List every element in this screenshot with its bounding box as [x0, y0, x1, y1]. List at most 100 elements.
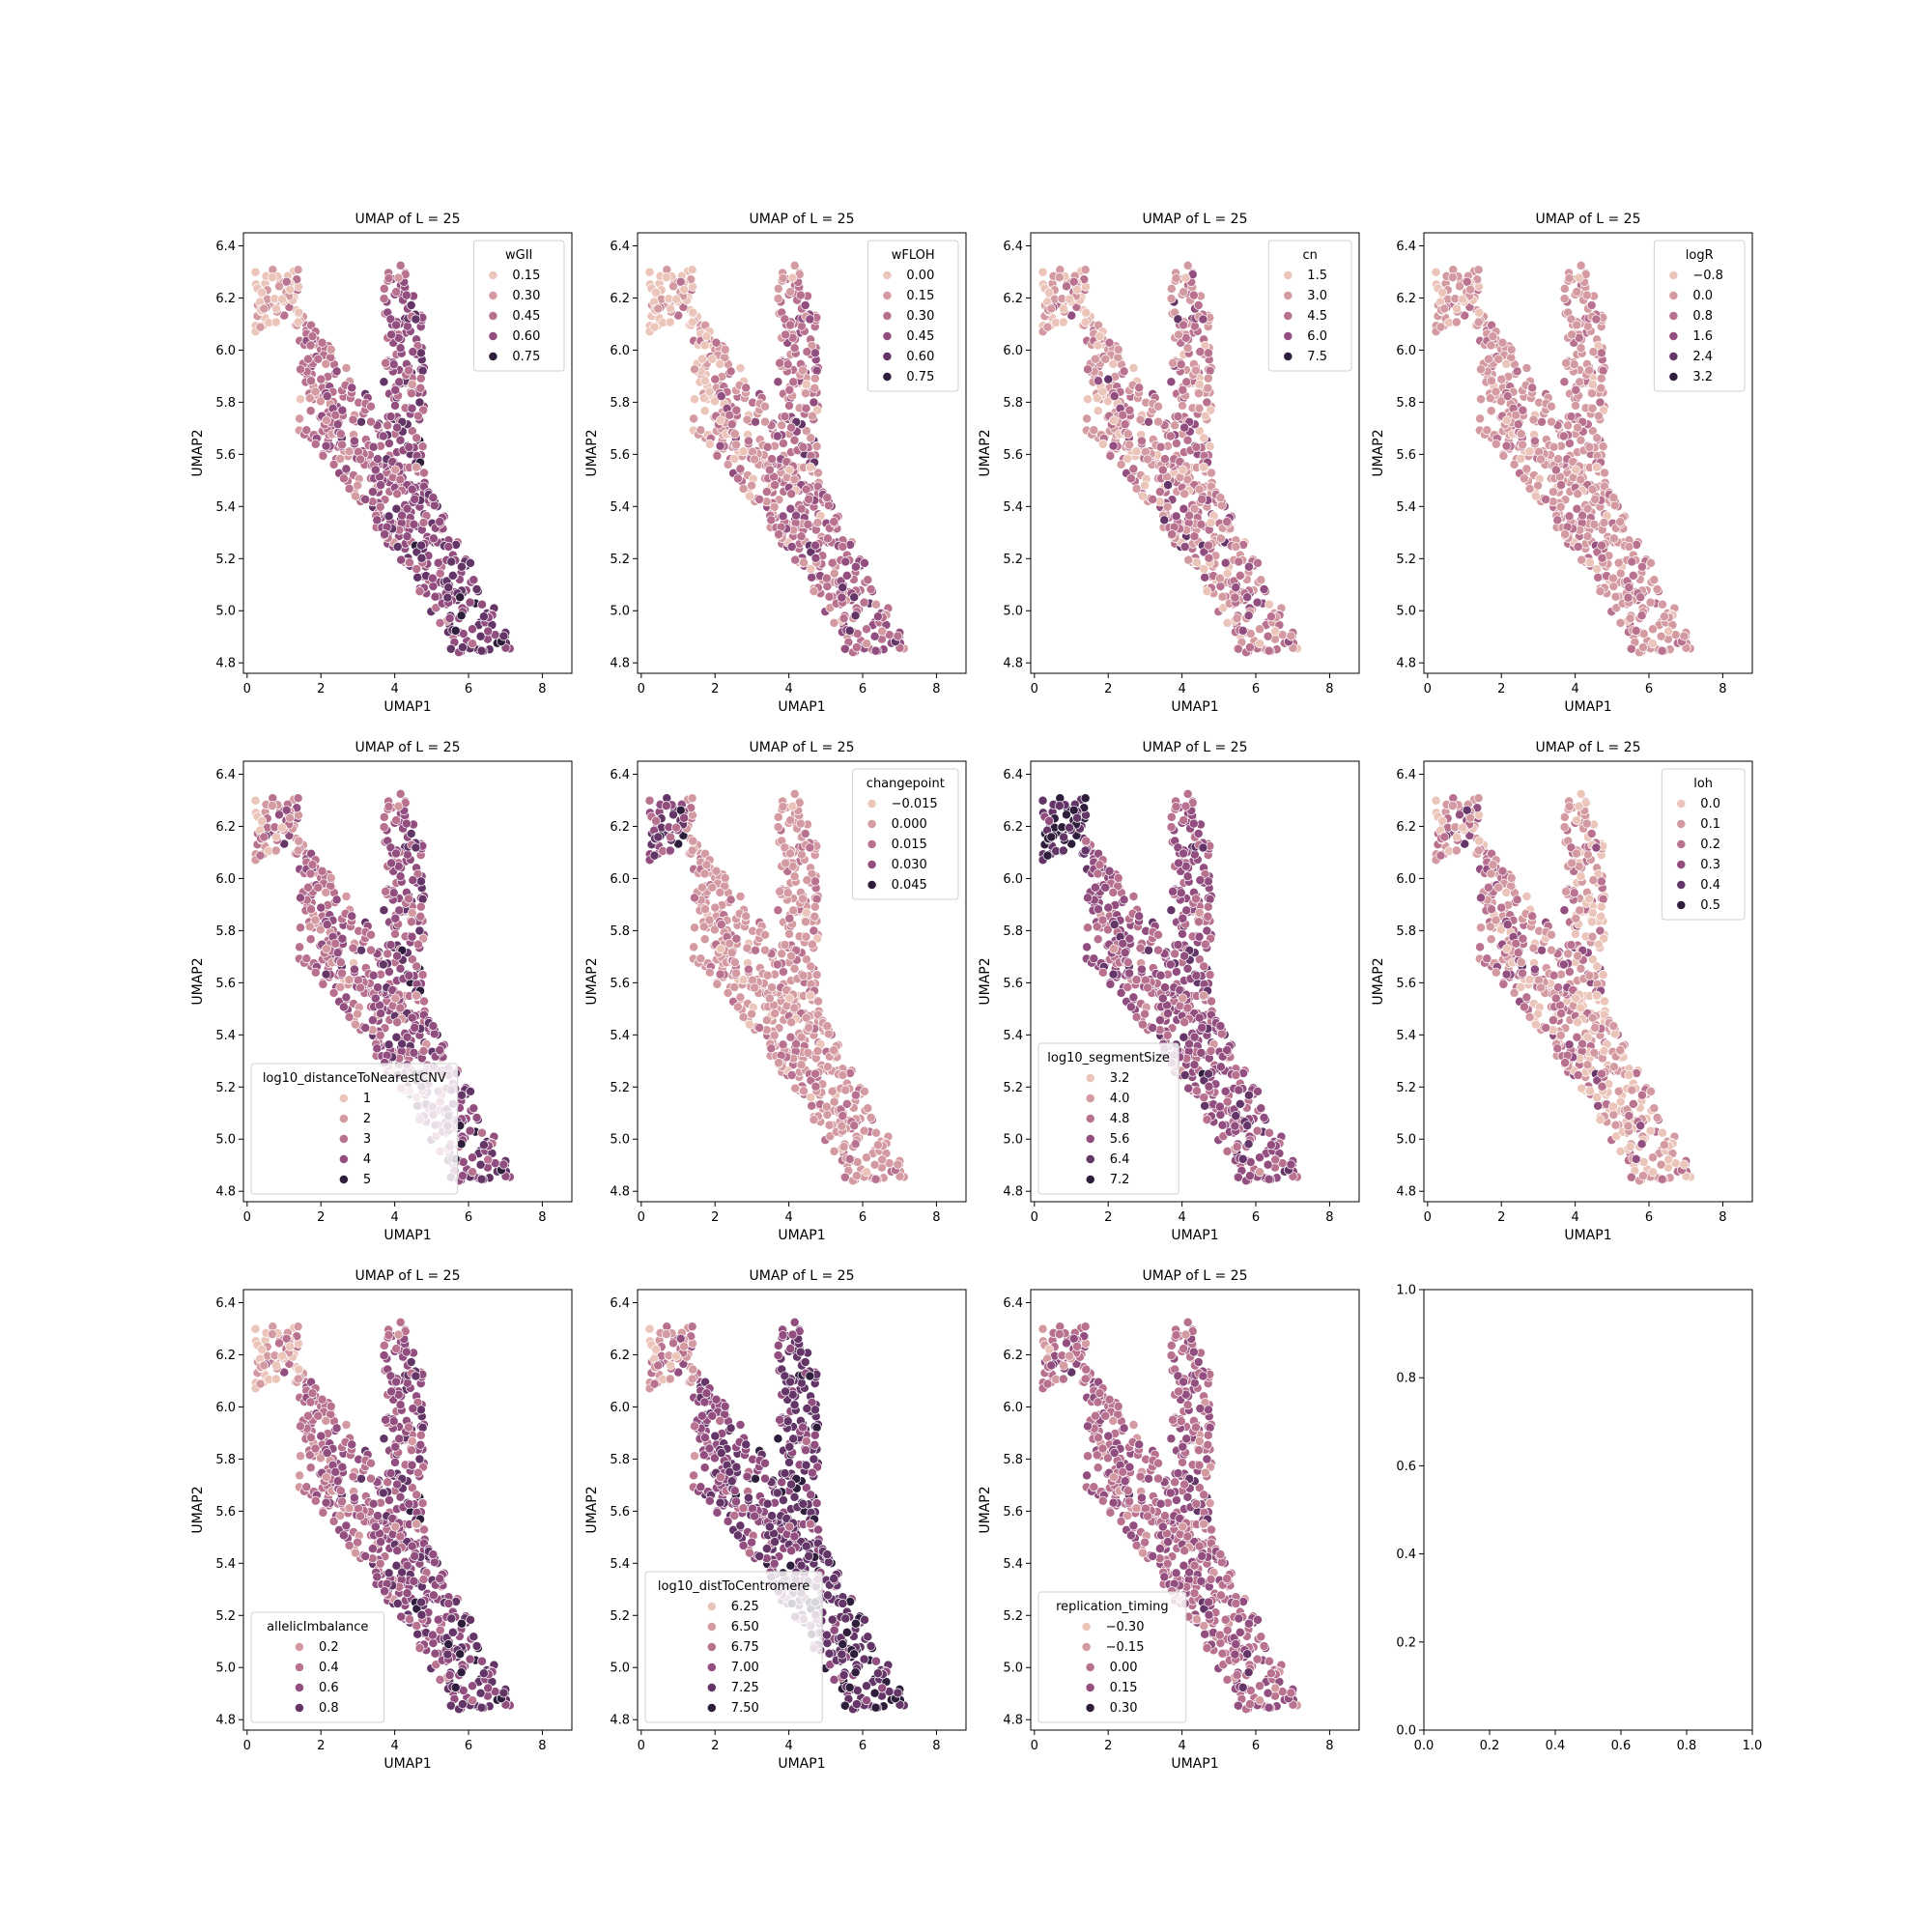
scatter-point	[862, 1152, 871, 1163]
scatter-point	[1646, 557, 1656, 568]
scatter-point	[317, 866, 327, 876]
scatter-point	[1215, 582, 1226, 591]
scatter-point	[305, 406, 316, 416]
scatter-point	[409, 519, 419, 529]
x-tick-label: 4	[1178, 682, 1185, 696]
scatter-point	[255, 850, 266, 861]
scatter-point	[348, 943, 358, 953]
scatter-point	[690, 923, 699, 933]
legend-marker	[338, 1154, 349, 1164]
legend-entry-label: 0.015	[892, 838, 927, 852]
scatter-point	[370, 465, 381, 475]
subplot-title: UMAP of L = 25	[1143, 740, 1248, 755]
scatter-point	[393, 801, 404, 811]
y-tick-label: 6.4	[1396, 240, 1416, 254]
legend-marker	[1283, 352, 1293, 361]
scatter-point	[1624, 542, 1634, 552]
scatter-point	[778, 802, 788, 812]
scatter-point	[1171, 439, 1181, 448]
scatter-point	[1259, 584, 1269, 594]
scatter-point	[379, 811, 389, 822]
scatter-point	[317, 337, 327, 348]
scatter-point	[766, 515, 777, 526]
scatter-point	[375, 501, 385, 512]
legend-marker	[338, 1175, 349, 1184]
scatter-point	[829, 568, 839, 579]
scatter-point	[704, 967, 715, 978]
legend-entry-label: 0.60	[512, 329, 540, 344]
y-tick-label: 5.6	[215, 977, 236, 991]
legend-marker	[882, 372, 893, 382]
scatter-point	[770, 480, 781, 491]
scatter-point	[742, 943, 753, 953]
legend-marker	[867, 880, 877, 890]
scatter-point	[1521, 363, 1532, 373]
scatter-point	[801, 388, 810, 399]
x-tick-label: 4	[784, 1210, 792, 1225]
scatter-point	[415, 348, 426, 358]
scatter-point	[478, 611, 489, 622]
scatter-point	[1572, 503, 1582, 514]
scatter-point	[732, 1002, 743, 1012]
scatter-point	[741, 911, 752, 922]
scatter-point	[386, 858, 397, 868]
scatter-point	[795, 290, 806, 300]
x-tick-label: 0	[243, 682, 251, 696]
scatter-point	[1559, 283, 1570, 294]
scatter-point	[687, 793, 697, 804]
scatter-point	[762, 970, 773, 980]
scatter-point	[653, 303, 664, 314]
scatter-point	[1182, 343, 1193, 354]
legend-entry-label: 3.2	[1692, 370, 1713, 384]
x-tick-label: 0	[1424, 682, 1432, 696]
scatter-point	[738, 975, 749, 985]
scatter-point	[295, 413, 305, 424]
scatter-point	[379, 283, 389, 294]
scatter-point	[775, 886, 785, 896]
x-tick-label: 8	[932, 682, 940, 696]
scatter-point	[1215, 493, 1226, 503]
scatter-point	[335, 957, 346, 968]
y-tick-label: 5.2	[1396, 553, 1416, 567]
scatter-point	[1144, 945, 1153, 955]
scatter-point	[760, 945, 770, 955]
scatter-point	[409, 1047, 419, 1058]
scatter-point	[1166, 905, 1177, 916]
scatter-point	[406, 300, 416, 310]
scatter-point	[1592, 564, 1603, 575]
scatter-point	[789, 260, 800, 270]
scatter-point	[787, 272, 798, 283]
scatter-point	[823, 1029, 834, 1039]
scatter-point	[332, 948, 343, 958]
subplot-title: UMAP of L = 25	[355, 212, 461, 227]
scatter-point	[1179, 489, 1190, 499]
scatter-point	[465, 1125, 475, 1136]
scatter-point	[349, 436, 359, 446]
scatter-point	[798, 365, 808, 376]
y-tick-label: 6.4	[215, 768, 236, 782]
scatter-point	[250, 795, 261, 806]
scatter-point	[1183, 554, 1194, 565]
x-axis-label: UMAP1	[778, 699, 825, 715]
scatter-point	[731, 405, 742, 415]
scatter-point	[353, 480, 363, 491]
scatter-point	[305, 340, 316, 351]
legend-entry-label: 1.5	[1307, 269, 1327, 283]
scatter-point	[810, 911, 820, 922]
y-tick-label: 4.8	[215, 657, 236, 671]
scatter-point	[1575, 377, 1585, 387]
scatter-point	[390, 928, 400, 939]
scatter-point	[373, 982, 383, 993]
scatter-point	[412, 572, 423, 582]
scatter-point	[301, 953, 312, 964]
scatter-point	[841, 1098, 852, 1109]
y-tick-label: 6.2	[610, 820, 630, 835]
scatter-point	[778, 439, 788, 448]
scatter-point	[335, 982, 346, 992]
scatter-point	[1586, 300, 1597, 310]
scatter-point	[862, 639, 872, 649]
legend-entry-label: 0.30	[512, 289, 540, 303]
scatter-point	[1541, 495, 1551, 504]
scatter-point	[851, 642, 862, 653]
